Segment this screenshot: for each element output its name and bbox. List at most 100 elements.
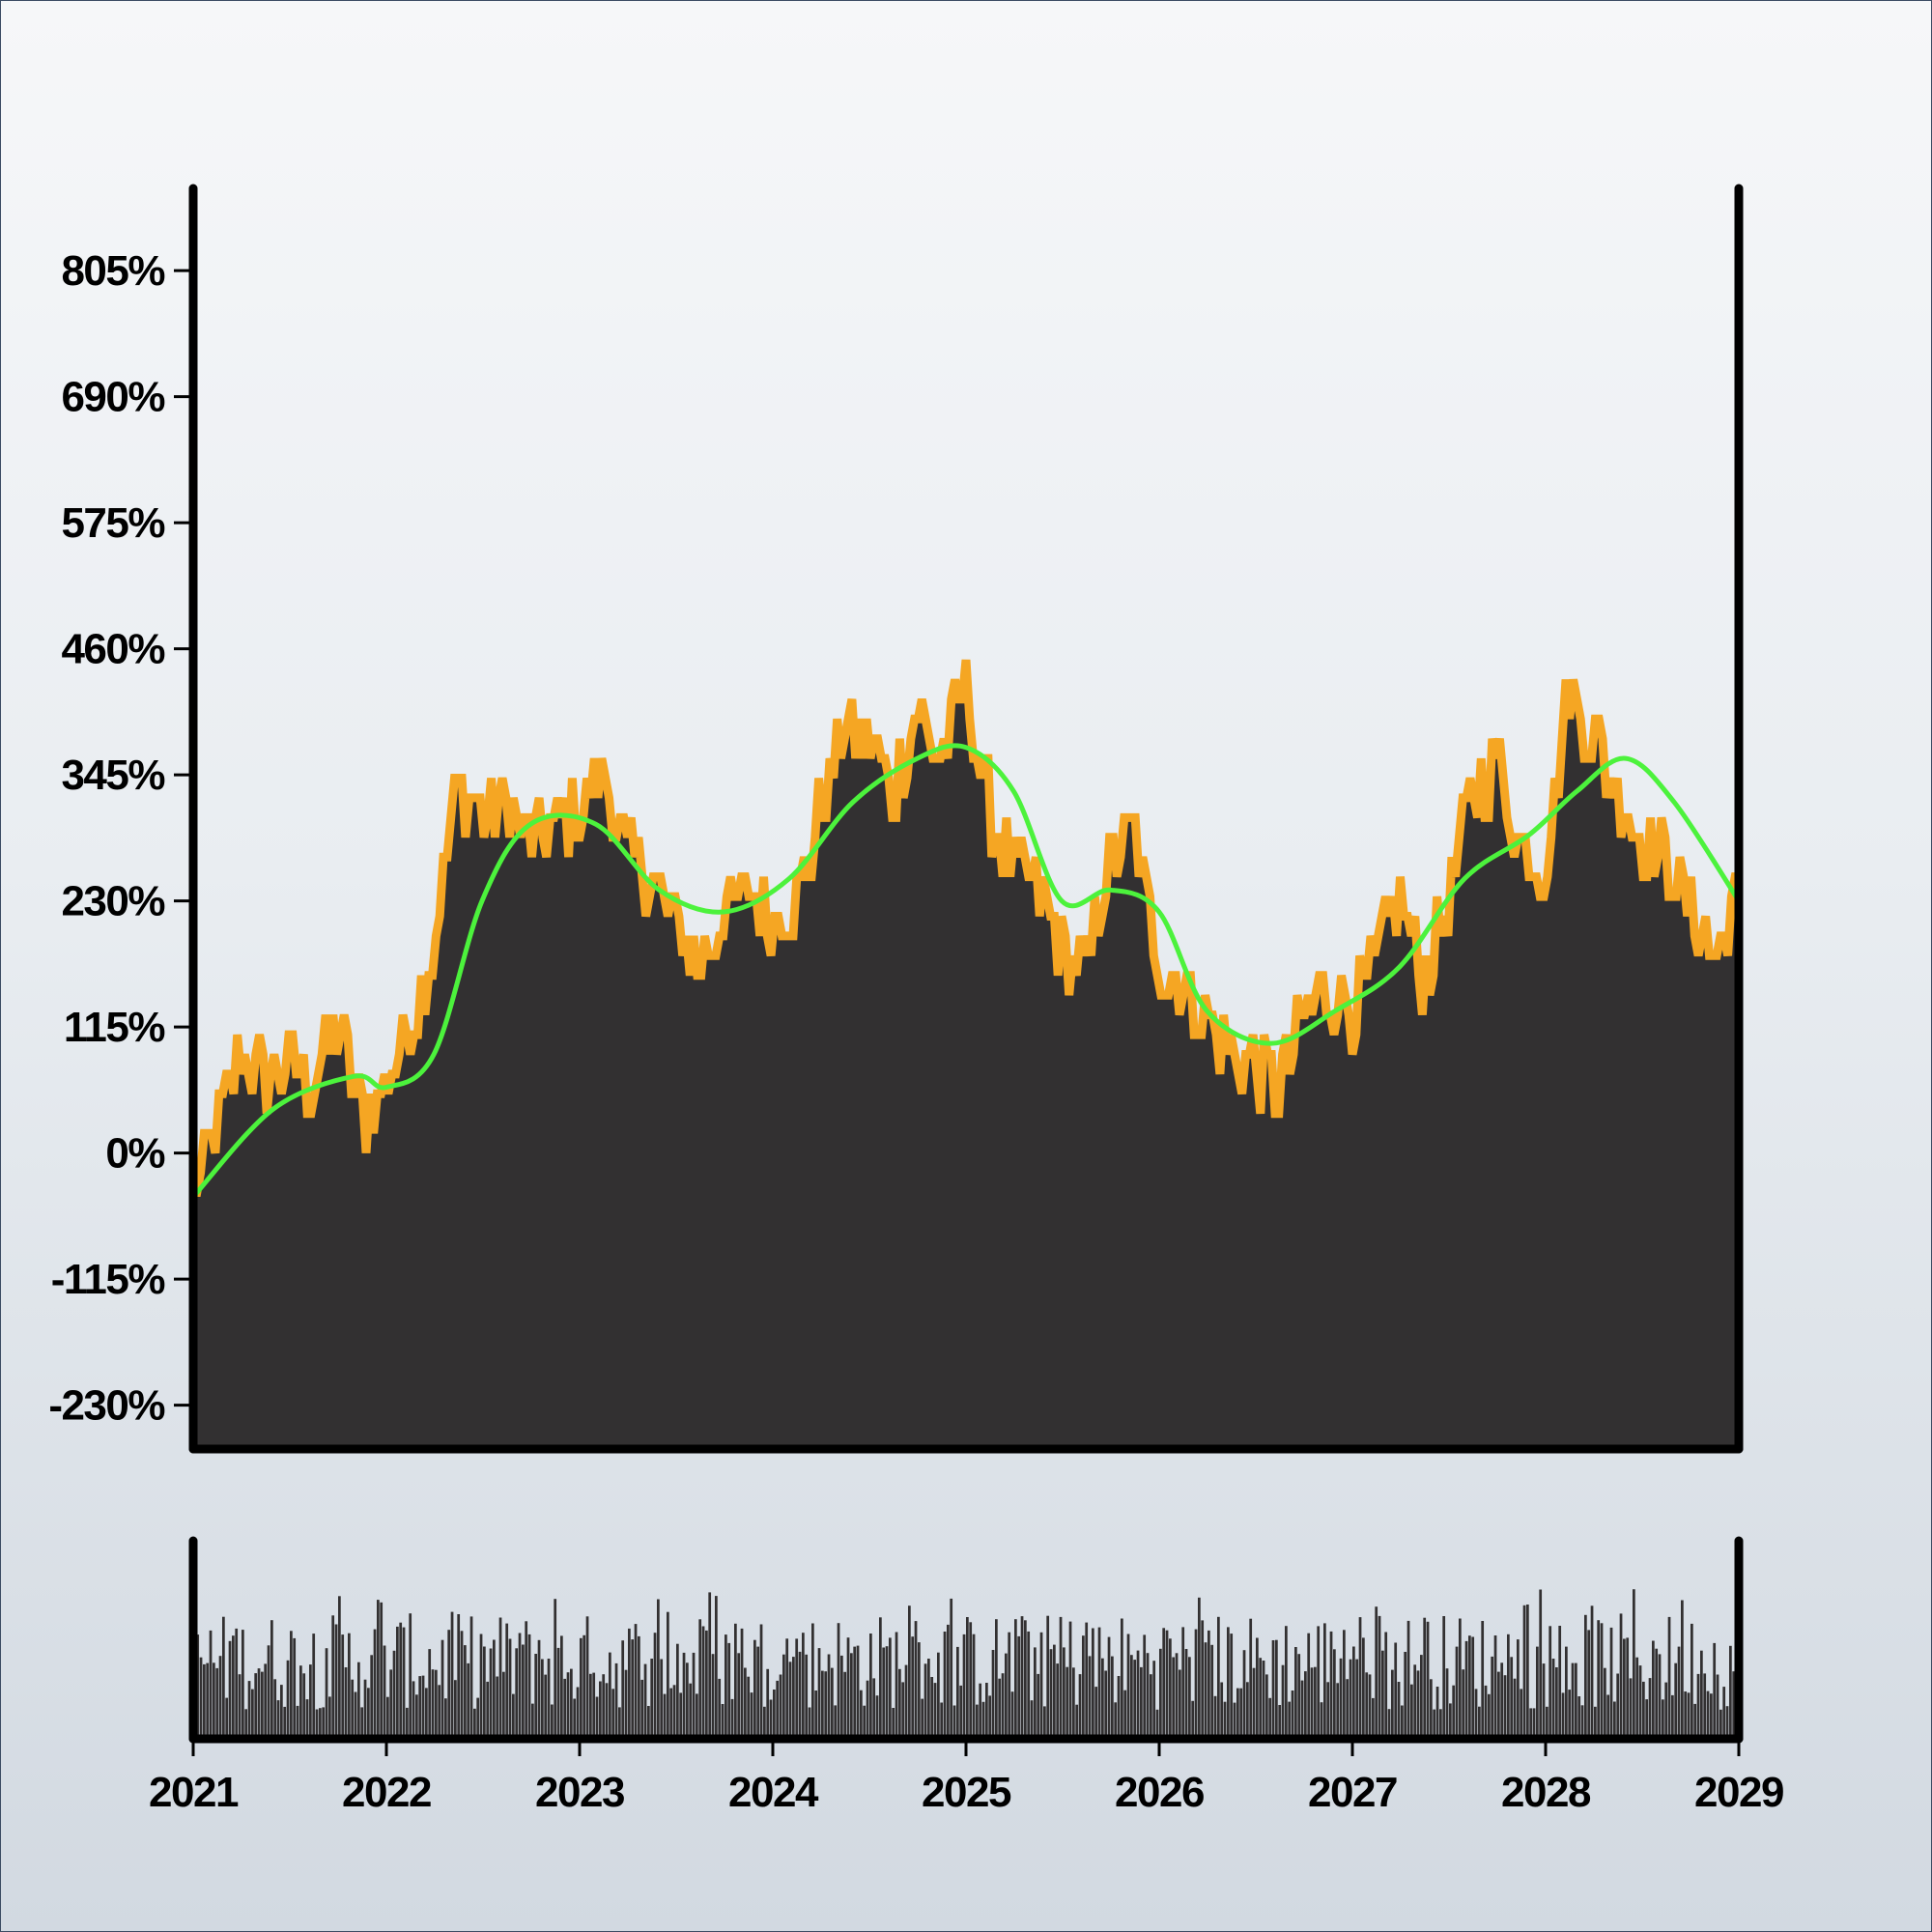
- volume-bar: [1667, 1616, 1671, 1739]
- volume-bar: [1213, 1695, 1217, 1739]
- volume-bar: [1423, 1617, 1427, 1739]
- volume-bar: [943, 1632, 947, 1739]
- volume-bar: [1336, 1683, 1340, 1739]
- volume-bar: [1462, 1669, 1465, 1739]
- volume-bar: [409, 1613, 412, 1739]
- volume-bar: [283, 1706, 287, 1739]
- volume-bar: [1616, 1673, 1620, 1739]
- volume-bar: [643, 1663, 647, 1739]
- volume-bar: [438, 1685, 441, 1739]
- volume-bar: [1285, 1626, 1288, 1739]
- y-tick-label: 345%: [61, 752, 164, 799]
- volume-bar: [1604, 1667, 1606, 1739]
- volume-bar: [447, 1630, 451, 1739]
- volume-bar: [1281, 1664, 1285, 1739]
- volume-bar: [1362, 1637, 1365, 1739]
- volume-bar: [1104, 1670, 1108, 1739]
- volume-bar: [1194, 1629, 1198, 1739]
- volume-bar: [1413, 1664, 1417, 1739]
- volume-bar: [1619, 1613, 1623, 1739]
- volume-bar: [554, 1599, 557, 1739]
- moving-average-layer: [190, 743, 1742, 1200]
- volume-bar: [1304, 1671, 1307, 1739]
- volume-bar: [979, 1683, 982, 1739]
- volume-bar: [1416, 1670, 1420, 1739]
- volume-bar: [435, 1669, 438, 1739]
- volume-bar: [937, 1652, 940, 1739]
- volume-bar: [1542, 1663, 1546, 1739]
- y-tick-label: 575%: [61, 499, 164, 547]
- volume-bar: [1053, 1644, 1056, 1739]
- volume-bar: [1642, 1681, 1645, 1739]
- volume-bar: [692, 1652, 696, 1739]
- volume-bar: [863, 1705, 867, 1739]
- volume-bar: [460, 1631, 464, 1739]
- volume-bar: [843, 1671, 847, 1739]
- volume-bar: [251, 1689, 254, 1739]
- volume-bar: [1343, 1630, 1346, 1739]
- volume-bar: [1372, 1697, 1375, 1739]
- volume-bar: [653, 1633, 657, 1739]
- volume-bar: [215, 1667, 219, 1739]
- volume-bar: [1597, 1620, 1601, 1739]
- volume-bar: [1687, 1692, 1690, 1739]
- volume-bar: [1130, 1655, 1133, 1739]
- volume-bar: [412, 1681, 415, 1739]
- volume-bar: [1713, 1642, 1717, 1739]
- volume-bar: [1210, 1644, 1214, 1739]
- volume-bar: [624, 1669, 628, 1739]
- volume-bar: [344, 1667, 348, 1739]
- volume-bar: [1208, 1630, 1210, 1739]
- volume-bar: [1394, 1642, 1398, 1739]
- volume-bar: [837, 1623, 840, 1739]
- volume-bar: [1391, 1669, 1394, 1739]
- volume-bar: [1471, 1636, 1475, 1739]
- volume-bar: [290, 1631, 293, 1739]
- volume-bar: [1420, 1655, 1423, 1739]
- volume-bar: [923, 1663, 927, 1739]
- volume-bar: [1693, 1703, 1697, 1739]
- volume-bar: [1536, 1646, 1539, 1739]
- volume-bar: [1700, 1650, 1703, 1739]
- volume-bar: [1577, 1696, 1581, 1739]
- volume-bar: [1664, 1682, 1668, 1739]
- volume-bar: [1690, 1623, 1693, 1739]
- x-tick-label: 2029: [1694, 1769, 1783, 1816]
- volume-bar: [1059, 1616, 1063, 1739]
- volume-bar: [798, 1651, 802, 1739]
- y-tick-label: 460%: [61, 626, 164, 673]
- volume-bar: [1068, 1621, 1072, 1739]
- volume-bar: [534, 1654, 538, 1739]
- volume-bar: [1520, 1689, 1523, 1739]
- volume-bar: [267, 1645, 270, 1739]
- volume-bar: [1430, 1679, 1433, 1739]
- volume-bar: [1204, 1642, 1208, 1739]
- volume-bar: [360, 1707, 364, 1739]
- volume-bar: [1339, 1658, 1343, 1739]
- volume-bar: [711, 1654, 715, 1739]
- volume-bar: [537, 1639, 541, 1739]
- volume-bar: [469, 1616, 473, 1739]
- volume-bar: [566, 1672, 570, 1739]
- volume-bar: [1464, 1640, 1468, 1739]
- volume-bar: [1111, 1656, 1114, 1739]
- volume-bar: [508, 1638, 512, 1739]
- x-tick-label: 2027: [1308, 1769, 1397, 1816]
- volume-bar: [962, 1634, 966, 1739]
- volume-bar: [1165, 1630, 1169, 1739]
- volume-bar: [908, 1605, 911, 1739]
- volume-bar: [611, 1689, 615, 1739]
- volume-bar: [988, 1695, 992, 1739]
- volume-bar: [1561, 1692, 1565, 1739]
- volume-bar: [1227, 1627, 1230, 1739]
- volume-bar: [1404, 1652, 1407, 1739]
- volume-bar: [1123, 1690, 1127, 1739]
- volume-bar: [1329, 1631, 1333, 1739]
- volume-bar: [1703, 1673, 1707, 1739]
- volume-bar: [1626, 1637, 1630, 1739]
- volume-bar: [440, 1639, 444, 1739]
- volume-bar: [866, 1680, 869, 1739]
- volume-bar: [1179, 1669, 1181, 1739]
- volume-bar: [209, 1630, 213, 1739]
- volume-bar: [331, 1615, 335, 1739]
